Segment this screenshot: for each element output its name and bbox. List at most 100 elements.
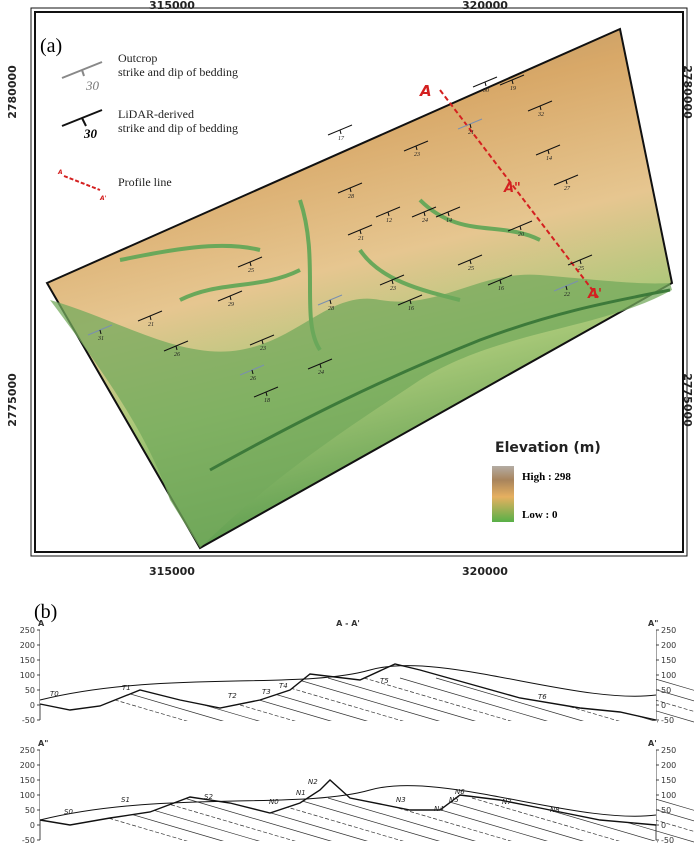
mask: [39, 721, 657, 727]
unit-label: N0: [269, 798, 279, 806]
y-coordinate: 2775000: [681, 373, 694, 427]
unit-label: T6: [538, 693, 547, 701]
section-end: A': [648, 739, 657, 748]
dip-value: 20: [518, 232, 524, 238]
unit-label: S2: [204, 793, 213, 801]
dip-value: 23: [260, 346, 266, 352]
dip-value: 18: [264, 398, 270, 404]
y-tick-label: 250: [661, 746, 676, 755]
profile-label: A: [419, 82, 432, 100]
dip-value: 21: [148, 322, 154, 328]
unit-label: N4: [434, 805, 444, 813]
elevation-label: Low : 0: [522, 509, 558, 521]
y-tick-label: 250: [20, 626, 35, 635]
unit-label: N3: [396, 796, 406, 804]
y-tick-label: 0: [30, 821, 35, 830]
dip-value: 23: [390, 286, 396, 292]
profile-label: A': [587, 287, 602, 302]
legend-label: strike and dip of bedding: [118, 121, 238, 135]
dip-value: 12: [386, 218, 392, 224]
dip-value: 19: [510, 86, 516, 92]
x-coordinate: 315000: [149, 565, 195, 578]
unit-label: T2: [228, 692, 237, 700]
stratum: [328, 678, 478, 722]
y-tick-label: 100: [661, 671, 676, 680]
y-tick-label: 250: [661, 626, 676, 635]
y-tick-label: -50: [22, 836, 35, 845]
profile-label: A": [503, 181, 521, 196]
dip-value: 24: [318, 369, 324, 376]
section-end: A": [38, 739, 48, 748]
elevation-title: Elevation (m): [495, 440, 601, 456]
dip-value: 16: [498, 286, 504, 292]
dip-value: 14: [546, 155, 552, 162]
y-tick-label: 150: [20, 656, 35, 665]
y-tick-label: 100: [661, 791, 676, 800]
y-tick-label: 150: [661, 776, 676, 785]
unit-label: N6: [455, 788, 465, 796]
dip-value: 27: [564, 186, 571, 192]
legend-label: Outcrop: [118, 51, 157, 65]
unit-label: S1: [121, 796, 130, 804]
dip-value: 23: [414, 152, 420, 158]
y-tick-label: -50: [661, 716, 674, 725]
legend-label: Profile line: [118, 175, 172, 189]
dip-value: 17: [338, 136, 345, 142]
sections: 250 250 200 200 150 150 100 100 50 50 0 0 -50 -50 A A" A…: [20, 619, 694, 847]
legend-profile-end: A': [99, 195, 107, 202]
unit-label: T3: [262, 688, 271, 696]
unit-label: N2: [308, 778, 318, 786]
y-tick-label: 200: [661, 641, 676, 650]
unit-label: N5: [449, 796, 459, 804]
unit-label: T5: [380, 677, 389, 685]
sky: [40, 748, 656, 825]
unit-label: T0: [50, 690, 59, 698]
y-tick-label: 200: [20, 641, 35, 650]
x-coordinate: 320000: [462, 0, 508, 12]
y-tick-label: 150: [20, 776, 35, 785]
legend-label: strike and dip of bedding: [118, 65, 238, 79]
unit-label: S0: [64, 808, 73, 816]
y-tick-label: 250: [20, 746, 35, 755]
unit-label: N8: [550, 806, 560, 814]
dip-value: 21: [468, 130, 474, 136]
legend-label: LiDAR-derived: [118, 107, 194, 121]
dip-value: 25: [248, 268, 254, 274]
dip-value: 31: [97, 336, 104, 342]
dip-value: 32: [537, 112, 544, 118]
dip-value: 16: [408, 306, 414, 312]
dip-value: 24: [422, 217, 428, 224]
panel-label: (a): [40, 35, 62, 57]
dip-value: 28: [348, 194, 354, 200]
dip-value: 14: [446, 217, 452, 224]
section-end: A": [648, 619, 658, 628]
y-tick-label: 200: [20, 761, 35, 770]
x-coordinate: 315000: [149, 0, 195, 12]
dip-value: 26: [250, 376, 256, 382]
unit-label: T4: [279, 682, 288, 690]
unit-label: T1: [122, 684, 131, 692]
y-tick-label: 0: [30, 701, 35, 710]
unit-label: N1: [296, 789, 306, 797]
y-coordinate: 2775000: [6, 373, 19, 427]
y-tick-label: 50: [25, 806, 35, 815]
legend-dip: 30: [85, 78, 100, 93]
dip-value: 30: [482, 88, 489, 94]
section-end: A: [38, 619, 45, 628]
figure: 3019322114231227202225161424212817252329…: [0, 0, 694, 854]
legend-dip: 30: [83, 126, 98, 141]
unit-label: N7: [502, 798, 512, 806]
y-tick-label: -50: [22, 716, 35, 725]
y-tick-label: 100: [20, 671, 35, 680]
y-coordinate: 2780000: [681, 65, 694, 119]
y-tick-label: 50: [25, 686, 35, 695]
legend-profile-start: A: [57, 169, 63, 176]
dip-value: 29: [228, 302, 234, 308]
dip-value: 26: [174, 352, 180, 358]
sky: [40, 628, 656, 720]
dip-value: 25: [468, 266, 474, 272]
mask: [39, 841, 657, 847]
dip-value: 25: [578, 266, 584, 272]
elevation-label: High : 298: [522, 471, 571, 483]
y-tick-label: 200: [661, 761, 676, 770]
